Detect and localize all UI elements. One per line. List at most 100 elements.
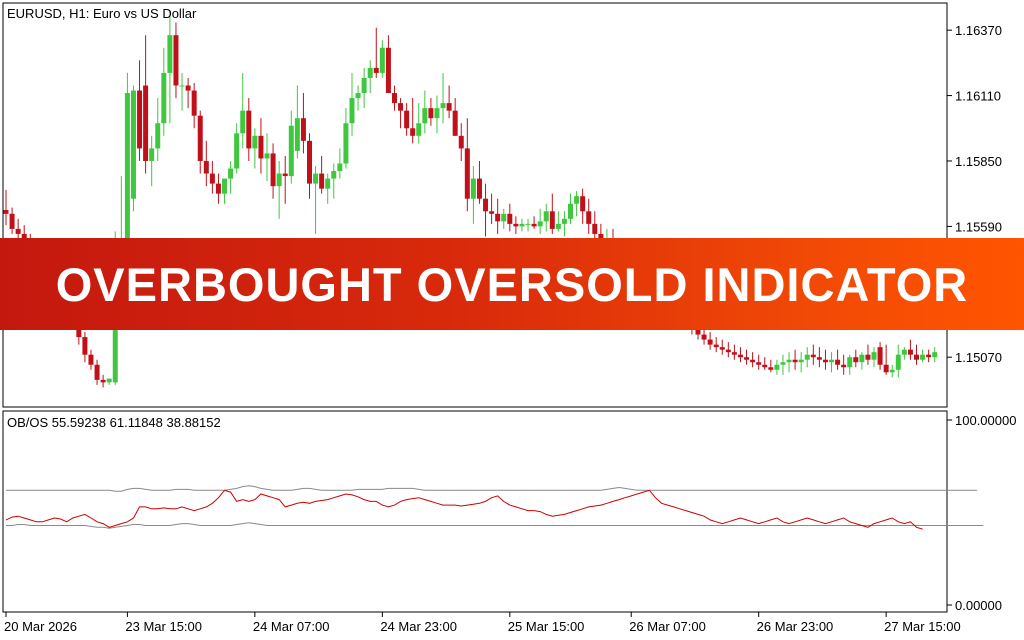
candle-body [792,359,798,363]
candle-body [895,354,901,370]
candle [865,344,871,365]
candle-body [847,357,853,368]
candle-body [768,367,774,370]
candle-body [404,110,410,129]
candle-body [228,168,234,179]
candle [501,208,507,229]
candle [483,183,489,237]
candle-body [215,183,221,194]
candle-body [434,108,440,119]
candle [373,27,379,78]
candle [246,98,252,161]
candle [398,98,404,129]
candle [355,85,361,111]
candle-body [580,196,586,212]
candle-body [300,118,306,141]
candle [774,359,780,375]
candle-body [94,364,100,380]
candle [750,352,756,368]
candle-body [883,364,889,373]
candle-body [240,110,246,134]
candle-body [258,135,264,159]
candle [391,85,397,111]
candle-body [774,364,780,370]
title-banner: OVERBOUGHT OVERSOLD INDICATOR [0,238,1024,330]
candle-body [586,211,592,224]
candle [707,332,713,350]
candle-body [822,359,828,363]
candle [349,72,355,136]
candle-body [143,85,149,161]
candle-body [841,364,847,368]
candle [731,344,737,360]
candle [932,347,938,363]
candle [300,93,306,154]
candle-body [458,135,464,149]
candle [586,198,592,234]
candle [713,337,719,353]
candle-body [282,173,288,177]
candle-body [185,85,191,91]
candle-body [701,334,707,340]
price-tick-label: 1.16110 [955,89,1001,104]
candle-body [519,223,525,227]
candle [252,128,258,169]
candle-body [744,357,750,360]
candle-body [264,153,270,159]
candle-body [234,133,240,169]
candle [513,216,519,234]
candle-body [804,354,810,360]
candle [907,339,913,360]
candle [410,98,416,144]
candle-body [373,67,379,73]
price-tick-label: 1.15850 [955,154,1002,169]
candle-body [391,93,397,104]
candle [343,108,349,169]
candle [519,218,525,232]
candle-body [561,218,567,224]
candle [798,352,804,373]
candle [561,211,567,237]
candle [580,188,586,224]
candle [325,173,331,204]
candle-body [853,357,859,363]
time-axis: 20 Mar 2026 23 Mar 15:00 24 Mar 07:00 24 Ma… [4,612,961,634]
candle [209,160,215,194]
candle [871,347,877,368]
candle-body [513,223,519,227]
candle [100,374,106,388]
candle [361,67,367,109]
candle-body [877,347,883,365]
candle-body [313,173,319,184]
candle [895,344,901,378]
candle-body [920,354,926,360]
candle [282,155,288,204]
candle-body [555,223,561,229]
candle [744,349,750,365]
candle-body [483,198,489,212]
candle [179,72,185,111]
candle-body [859,354,865,363]
candle-body [907,349,913,355]
candle [549,193,555,234]
candle [835,349,841,370]
candle-body [307,140,312,184]
candle-body [155,123,161,149]
indicator-lines-layer [5,485,984,530]
candle [914,344,919,365]
candle-body [501,213,507,222]
candle [859,352,865,370]
candle-body [88,354,94,365]
candle-body [537,221,543,227]
candle-body [3,210,9,214]
candle [331,163,337,199]
candle-body [82,337,88,355]
candle-body [750,359,756,363]
candle [737,347,743,363]
candle [458,123,464,161]
time-tick-label: 26 Mar 23:00 [757,619,834,634]
time-tick-label: 24 Mar 23:00 [380,619,457,634]
candle [167,10,173,124]
candle [446,85,452,119]
candle-body [725,349,731,353]
